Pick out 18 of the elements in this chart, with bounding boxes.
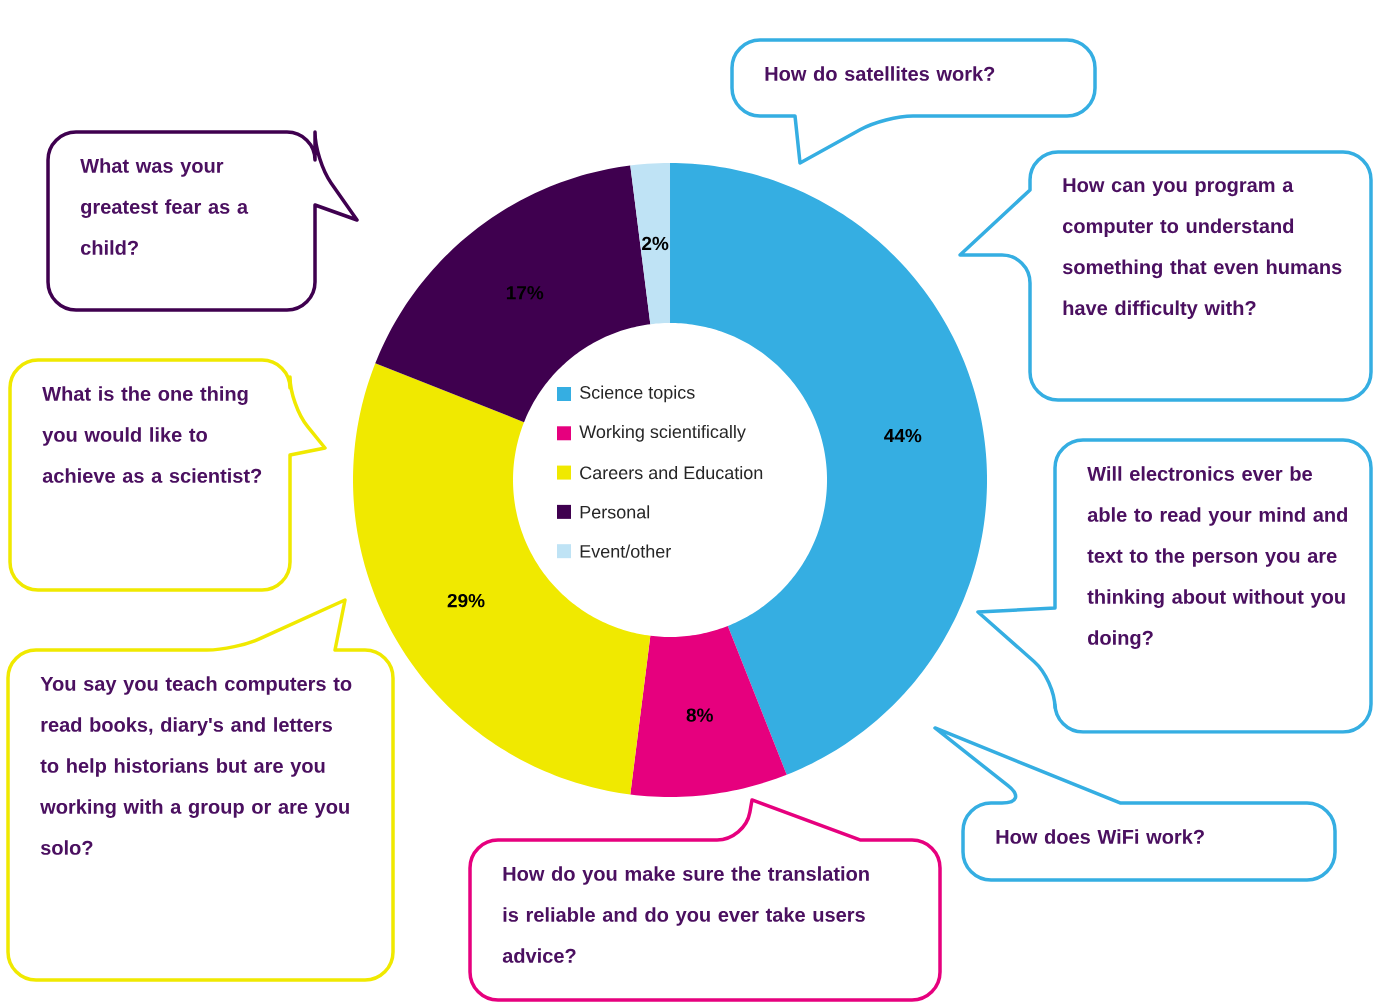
text: You say you teach computers to read books, diary's and letters to help historians but are you working with a group or are you solo? bbox=[40, 676, 352, 855]
text: How can you program a computer to understand something that even humans have difficulty with? bbox=[1062, 178, 1342, 320]
text: What is the one thing you would like to achieve as a scientist? bbox=[42, 386, 262, 483]
text: How do satellites work? bbox=[765, 66, 995, 81]
legend-label: Careers and Education bbox=[580, 465, 763, 480]
data-label: 17% bbox=[506, 286, 544, 300]
legend-label: Working scientifically bbox=[579, 424, 746, 442]
text: How do you make sure the translation is reliable and do you ever take users advice? bbox=[502, 866, 869, 963]
legend-label: Event/other bbox=[580, 544, 671, 558]
data-label: 2% bbox=[642, 236, 669, 251]
legend-label: Personal bbox=[580, 505, 650, 519]
data-label: 44% bbox=[884, 428, 922, 443]
text: Will electronics ever be able to read your mind and text to the person you are thinking about without you doing? bbox=[1087, 466, 1348, 649]
data-label: 8% bbox=[686, 708, 713, 722]
data-label: 29% bbox=[447, 593, 485, 608]
text: What was your greatest fear as a child? bbox=[80, 158, 249, 255]
text: How does WiFi work? bbox=[996, 829, 1204, 844]
legend-label: Science topics bbox=[580, 385, 695, 403]
